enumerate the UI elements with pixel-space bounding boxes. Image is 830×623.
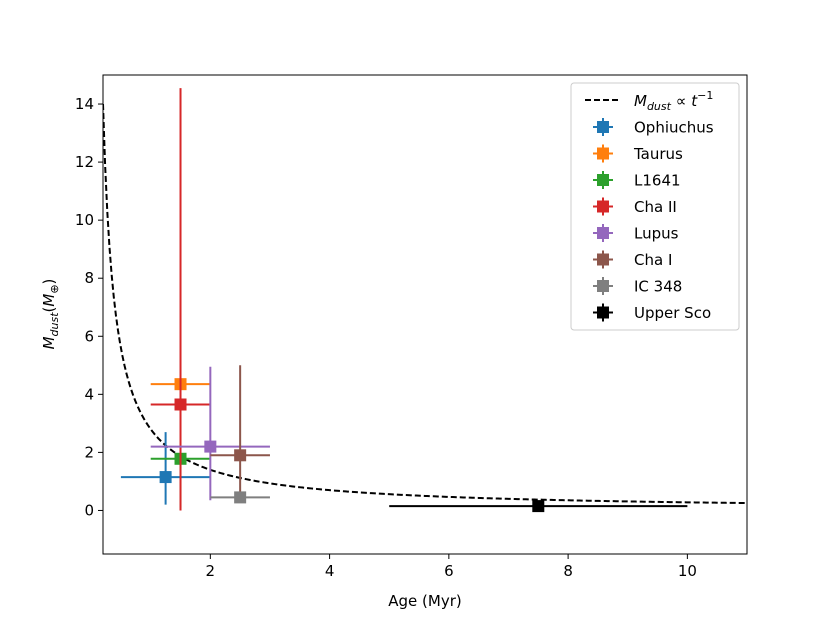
series-layer	[120, 88, 688, 513]
legend-label-l1641: L1641	[634, 172, 681, 190]
data-point-lupus	[204, 440, 217, 453]
legend-entry-cha-ii: Cha II	[593, 197, 677, 216]
y-tick-label: 12	[75, 153, 94, 171]
y-label-paren-open: (	[40, 307, 58, 313]
y-axis-label: Mdust(M⊕)	[40, 279, 61, 350]
series-ophiuchus	[120, 432, 211, 505]
y-tick-label: 2	[84, 443, 94, 461]
legend-label-upper-sco: Upper Sco	[634, 304, 711, 322]
legend-marker	[597, 227, 609, 239]
x-tick-label: 2	[206, 562, 216, 580]
legend-label-ic-348: IC 348	[634, 278, 682, 296]
legend-entry-ophiuchus: Ophiuchus	[593, 118, 714, 137]
legend-box	[570, 82, 740, 331]
series-upper-sco	[389, 500, 688, 513]
series-ic-348	[210, 491, 270, 504]
y-tick-label: 10	[75, 211, 94, 229]
legend-marker	[597, 121, 609, 133]
legend-marker	[597, 253, 609, 266]
legend: Mdust ∝ t−1 Ophiuchus Taurus L1641 Cha II Lu…	[570, 82, 740, 331]
y-axis: 0 2 4 6 8 10 12 14	[75, 95, 103, 519]
series-cha-ii	[150, 88, 211, 511]
legend-label-lupus: Lupus	[634, 225, 679, 243]
x-tick-label: 6	[444, 562, 454, 580]
legend-entries: Ophiuchus Taurus L1641 Cha II Lupus Cha I IC 3…	[593, 118, 714, 322]
y-label-sub: dust	[48, 312, 61, 337]
legend-label-ophiuchus: Ophiuchus	[634, 119, 714, 137]
legend-marker	[597, 280, 609, 292]
data-point-cha-ii	[174, 398, 187, 411]
plot-frame	[102, 74, 748, 555]
legend-entry-upper-sco: Upper Sco	[593, 303, 711, 322]
legend-marker	[597, 200, 609, 213]
x-axis: 2 4 6 8 10	[206, 554, 697, 580]
series-lupus	[150, 366, 270, 501]
x-tick-label: 4	[325, 562, 335, 580]
data-point-upper-sco	[532, 500, 545, 513]
legend-label-cha-i: Cha I	[634, 251, 672, 269]
y-label-base: M	[40, 336, 58, 349]
y-label-inner-sub: ⊕	[48, 284, 61, 293]
legend-label-cha-ii: Cha II	[634, 198, 677, 216]
legend-marker	[597, 147, 609, 160]
y-label-paren-close: )	[40, 279, 58, 285]
legend-marker	[597, 306, 609, 319]
y-tick-label: 8	[84, 269, 94, 287]
x-axis-label: Age (Myr)	[388, 592, 461, 610]
x-tick-label: 8	[563, 562, 573, 580]
legend-label-taurus: Taurus	[633, 145, 683, 163]
legend-label-model: Mdust ∝ t−1	[634, 89, 713, 113]
legend-marker	[597, 174, 609, 186]
legend-entry-ic-348: IC 348	[593, 277, 682, 296]
legend-entry-lupus: Lupus	[593, 224, 679, 243]
x-tick-label: 10	[678, 562, 697, 580]
series-cha-i	[210, 365, 270, 499]
legend-entry-l1641: L1641	[593, 171, 681, 190]
y-tick-label: 14	[75, 95, 94, 113]
data-point-ophiuchus	[159, 471, 172, 484]
legend-entry-taurus: Taurus	[593, 144, 683, 163]
y-label-inner: M	[40, 294, 58, 307]
data-point-ic-348	[234, 491, 247, 504]
y-tick-label: 6	[84, 327, 94, 345]
y-tick-label: 4	[84, 385, 94, 403]
y-tick-label: 0	[84, 501, 94, 519]
data-point-cha-i	[234, 449, 247, 462]
legend-entry-cha-i: Cha I	[593, 250, 672, 269]
